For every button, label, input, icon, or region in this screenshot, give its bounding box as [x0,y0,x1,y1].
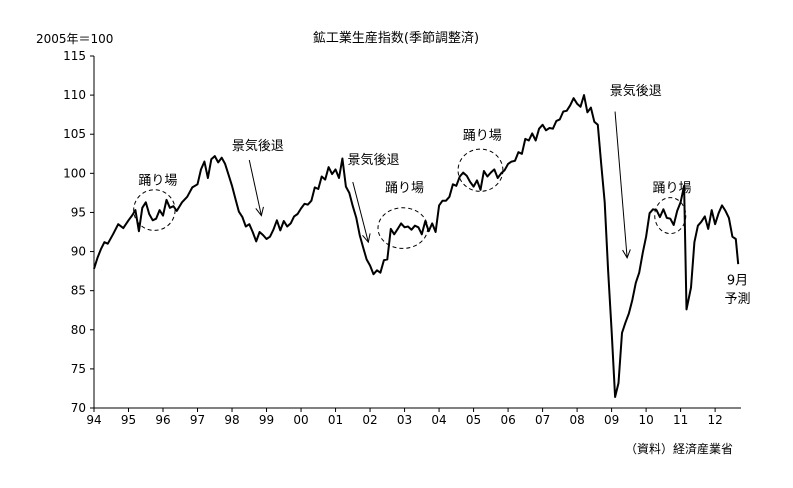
series-layer [93,94,740,398]
x-tick-label: 02 [362,413,377,427]
x-tick-label: 95 [121,413,136,427]
recession-arrow-line [352,181,369,243]
x-tick-label: 97 [190,413,205,427]
y-tick-label: 95 [71,205,86,219]
annotation-label: 踊り場 [385,181,424,196]
recession-arrow-line [248,159,262,216]
x-tick-label: 11 [673,413,688,427]
recession-arrow-head [255,206,264,217]
source-note: （資料）経済産業省 [625,441,733,456]
annotation-label: 踊り場 [652,181,691,196]
y-tick-label: 110 [63,88,86,102]
x-tick-label: 96 [155,413,170,427]
x-tick-label: 10 [638,413,653,427]
annotation-label: 踊り場 [138,173,177,188]
x-tick-label: 05 [466,413,481,427]
y-tick-label: 80 [71,323,86,337]
x-tick-label: 98 [224,413,239,427]
y-tick-label: 75 [71,362,86,376]
y-tick-label: 70 [71,401,86,415]
plateau-circle [377,207,429,249]
x-tick-label: 94 [86,413,101,427]
annotation-label: 景気後退 [610,83,662,99]
y-tick-label: 85 [71,284,86,298]
y-axis-unit-label: 2005年＝100 [36,32,113,46]
x-tick-label: 01 [328,413,343,427]
y-tick-label: 105 [63,127,86,141]
annotation-label: 9月 [727,273,748,288]
x-tick-label: 12 [707,413,722,427]
recession-arrow-head [622,249,631,259]
x-tick-label: 09 [604,413,619,427]
plateau-circle [457,148,504,192]
x-tick-label: 04 [431,413,446,427]
x-tick-label: 03 [397,413,412,427]
annotation-label: 景気後退 [232,138,284,154]
y-tick-label: 100 [63,166,86,180]
axes: 70 75 80 85 90 95 100 105 110 115 94 95 96 97 98 99 00 01… [63,49,741,427]
plateau-circle [654,197,687,235]
annotation-label: 踊り場 [463,129,502,144]
y-tick-label: 115 [63,49,86,63]
production-index-line [93,94,740,398]
chart-title: 鉱工業生産指数(季節調整済) [313,30,479,46]
x-tick-label: 00 [293,413,308,427]
x-tick-label: 99 [259,413,274,427]
recession-arrow-line [614,111,628,258]
annotation-label: 予測 [725,292,751,307]
x-tick-label: 08 [569,413,584,427]
x-tick-label: 07 [535,413,550,427]
annotation-label: 景気後退 [347,152,399,168]
y-tick-label: 90 [71,245,86,259]
x-tick-label: 06 [500,413,515,427]
recession-arrow-head [362,233,371,244]
